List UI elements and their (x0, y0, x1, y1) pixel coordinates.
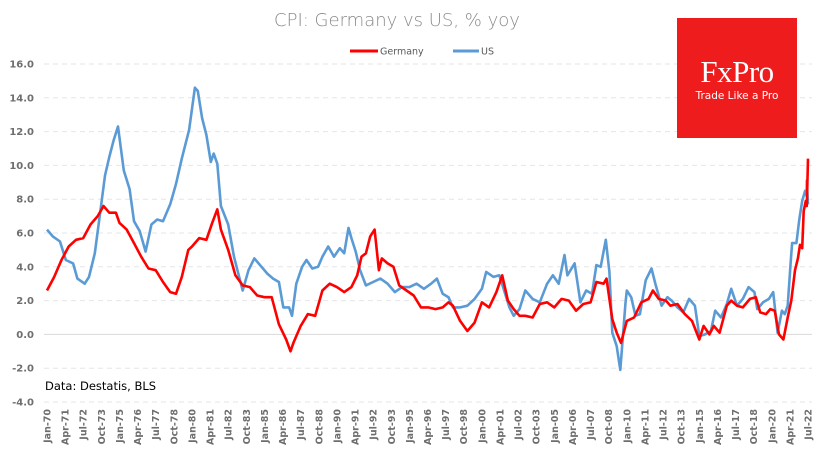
x-tick-label: Jul-12 (659, 409, 670, 441)
x-tick-label: Oct-03 (532, 409, 543, 444)
y-tick-label: 6.0 (16, 229, 34, 240)
y-tick-label: 8.0 (16, 195, 34, 206)
x-tick-label: Jan-80 (187, 409, 198, 444)
y-axis: 16.0 14.0 12.0 10.0 8.0 6.0 4.0 2.0 0.0 -2.0 -4.0 (9, 60, 34, 409)
x-tick-label: Jul-82 (224, 409, 235, 441)
x-tick-label: Oct-13 (677, 409, 688, 444)
x-axis: Jan-70 Apr-71 Jul-72 Oct-73 Jan-75 Apr-76 Jul-… (43, 409, 815, 445)
x-tick-label: Apr-01 (495, 409, 506, 445)
x-tick-label: Apr-76 (133, 409, 144, 445)
y-tick-label: 2.0 (16, 296, 34, 307)
series-lines (45, 86, 810, 372)
legend-label-germany: Germany (380, 47, 424, 58)
series-line-germany (45, 158, 810, 353)
x-tick-label: Jul-07 (586, 409, 597, 441)
x-tick-label: Jan-95 (405, 409, 416, 444)
legend-label-us: US (481, 47, 494, 58)
x-tick-label: Oct-88 (314, 409, 325, 445)
x-tick-label: Oct-08 (604, 409, 615, 445)
legend: Germany US (350, 47, 494, 58)
logo-tagline: Trade Like a Pro (695, 90, 779, 102)
x-tick-label: Jan-90 (332, 409, 343, 444)
x-tick-label: Apr-96 (423, 409, 434, 445)
x-tick-label: Jul-77 (151, 409, 162, 441)
source-annotation: Data: Destatis, BLS (45, 379, 156, 393)
x-tick-label: Jan-05 (550, 409, 561, 444)
x-tick-label: Apr-91 (351, 409, 362, 445)
x-tick-label: Jan-70 (43, 409, 54, 444)
x-tick-label: Apr-16 (713, 409, 724, 445)
x-tick-label: Jan-85 (260, 409, 271, 444)
y-tick-label: 16.0 (9, 60, 34, 71)
x-tick-label: Jan-00 (477, 409, 488, 444)
x-tick-label: Apr-21 (785, 409, 796, 445)
x-tick-label: Apr-86 (278, 409, 289, 445)
x-tick-label: Jan-10 (622, 409, 633, 444)
x-tick-label: Apr-11 (640, 409, 651, 445)
y-tick-label: 0.0 (16, 330, 34, 341)
x-tick-label: Jul-02 (514, 409, 525, 441)
x-tick-label: Jul-22 (804, 409, 815, 441)
fxpro-logo: FxPro Trade Like a Pro (677, 18, 797, 138)
x-tick-label: Jul-97 (441, 409, 452, 441)
y-tick-label: 10.0 (9, 161, 34, 172)
x-tick-label: Oct-93 (387, 409, 398, 444)
x-tick-label: Oct-78 (169, 409, 180, 445)
x-tick-label: Apr-71 (61, 409, 72, 445)
y-tick-label: -4.0 (12, 398, 34, 409)
x-tick-label: Jan-75 (115, 409, 126, 444)
x-tick-label: Oct-18 (749, 409, 760, 445)
x-tick-label: Jul-92 (369, 409, 380, 441)
x-tick-label: Jul-72 (79, 409, 90, 441)
x-tick-label: Apr-81 (206, 409, 217, 445)
x-tick-label: Oct-98 (459, 409, 470, 445)
x-tick-label: Jul-17 (731, 409, 742, 441)
x-tick-label: Oct-83 (242, 409, 253, 444)
y-tick-label: 14.0 (9, 93, 34, 104)
y-tick-label: 12.0 (9, 127, 34, 138)
x-tick-label: Jul-87 (296, 409, 307, 441)
x-tick-label: Apr-06 (568, 409, 579, 445)
x-tick-label: Jan-15 (695, 409, 706, 444)
x-tick-label: Oct-73 (97, 409, 108, 444)
logo-brand: FxPro (700, 54, 774, 89)
series-line-us (46, 86, 810, 372)
y-tick-label: -2.0 (12, 364, 34, 375)
y-tick-label: 4.0 (16, 262, 34, 273)
x-tick-label: Jan-20 (767, 409, 778, 444)
chart-title: CPI: Germany vs US, % yoy (274, 10, 520, 31)
